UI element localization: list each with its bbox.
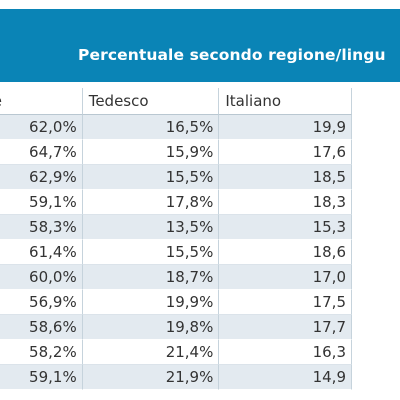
- table-cell: 17,6: [219, 140, 352, 165]
- table-row: 61,4% 15,5% 18,6: [0, 240, 352, 265]
- table-cell: 15,3: [219, 215, 352, 240]
- table-cell: 18,5: [219, 165, 352, 190]
- table-cell: 15,5%: [82, 240, 220, 265]
- table-cell: 19,8%: [82, 315, 220, 340]
- table-cell: 19,9%: [82, 290, 220, 315]
- table-cell: 59,1%: [0, 190, 83, 215]
- table-cell: 56,9%: [0, 290, 83, 315]
- table-row: 62,0% 16,5% 19,9: [0, 115, 352, 140]
- table-cell: 58,3%: [0, 215, 83, 240]
- table-row: 60,0% 18,7% 17,0: [0, 265, 352, 290]
- table-cell: 16,3: [219, 340, 352, 365]
- table-row: 64,7% 15,9% 17,6: [0, 140, 352, 165]
- table-cell: 15,9%: [82, 140, 220, 165]
- table-row: 58,3% 13,5% 15,3: [0, 215, 352, 240]
- percentage-table: ncese Tedesco Italiano 62,0%16,5%19,964,…: [0, 88, 352, 390]
- header-row: ncese Tedesco Italiano: [0, 88, 352, 115]
- table-cell: 62,0%: [0, 115, 83, 140]
- table-row: 58,2% 21,4% 16,3: [0, 340, 352, 365]
- table-cell: 17,8%: [82, 190, 220, 215]
- table-cell: 21,9%: [82, 365, 220, 390]
- table-row: 58,6% 19,8% 17,7: [0, 315, 352, 340]
- table-cell: 62,9%: [0, 165, 83, 190]
- table-cell: 21,4%: [82, 340, 220, 365]
- table-cell: 15,5%: [82, 165, 220, 190]
- table-cell: 58,2%: [0, 340, 83, 365]
- table-row: 62,9% 15,5% 18,5: [0, 165, 352, 190]
- header-cell-francese: ncese: [0, 88, 83, 115]
- table-cell: 64,7%: [0, 140, 83, 165]
- table-cell: 61,4%: [0, 240, 83, 265]
- table-cell: 14,9: [219, 365, 352, 390]
- table-cell: 18,7%: [82, 265, 220, 290]
- table-row: 59,1% 17,8% 18,3: [0, 190, 352, 215]
- header-cell-tedesco: Tedesco: [82, 88, 220, 115]
- table-cell: 58,6%: [0, 315, 83, 340]
- table-cell: 13,5%: [82, 215, 220, 240]
- table-cell: 59,1%: [0, 365, 83, 390]
- table-cell: 17,0: [219, 265, 352, 290]
- header-cell-italiano: Italiano: [219, 88, 352, 115]
- table-cell: 16,5%: [82, 115, 220, 140]
- table-cell: 19,9: [219, 115, 352, 140]
- table-row: 56,9% 19,9% 17,5: [0, 290, 352, 315]
- table-title: Percentuale secondo regione/lingu: [78, 46, 386, 64]
- table-cell: 60,0%: [0, 265, 83, 290]
- table-cell: 17,7: [219, 315, 352, 340]
- table-cell: 17,5: [219, 290, 352, 315]
- table-cell: 18,3: [219, 190, 352, 215]
- table-row: 59,1% 21,9% 14,9: [0, 365, 352, 390]
- table-banner: Percentuale secondo regione/lingu: [0, 9, 400, 82]
- table-cell: 18,6: [219, 240, 352, 265]
